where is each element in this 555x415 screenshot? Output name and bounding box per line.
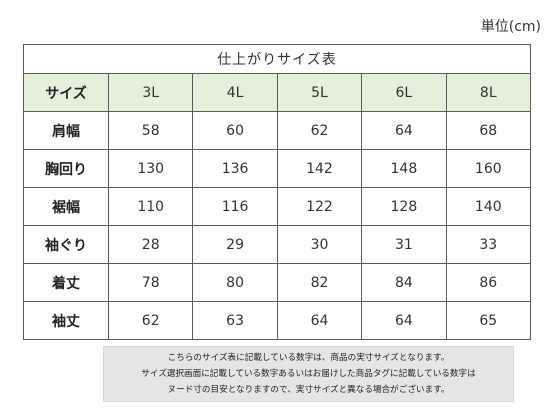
note-line: ヌード寸の目安となりますので、実寸サイズと異なる場合がございます。 bbox=[167, 385, 450, 395]
row-label: 着丈 bbox=[23, 263, 109, 302]
table-cell: 68 bbox=[445, 111, 531, 150]
row-label: 裾幅 bbox=[23, 187, 109, 226]
table-cell: 29 bbox=[192, 225, 278, 264]
row-label: 袖ぐり bbox=[23, 225, 109, 264]
table-title-row: 仕上がりサイズ表 bbox=[23, 44, 531, 74]
size-header-row: サイズ 3L 4L 5L 6L 8L bbox=[23, 73, 531, 112]
table-cell: 58 bbox=[107, 111, 194, 150]
size-table: 仕上がりサイズ表 サイズ 3L 4L 5L 6L 8L 肩幅 58 60 62 … bbox=[23, 44, 531, 340]
table-cell: 142 bbox=[276, 149, 363, 188]
table-cell: 136 bbox=[192, 149, 278, 188]
note-line: サイズ選択画面に記載している数字あるいはお届けした商品タグに記載している数字は bbox=[141, 369, 476, 379]
unit-label: 単位(cm) bbox=[480, 19, 541, 35]
table-cell: 62 bbox=[276, 111, 363, 150]
table-row: 袖ぐり 28 29 30 31 33 bbox=[23, 225, 531, 264]
table-cell: 31 bbox=[361, 225, 447, 264]
table-cell: 84 bbox=[361, 263, 447, 302]
table-cell: 122 bbox=[276, 187, 363, 226]
table-row: 着丈 78 80 82 84 86 bbox=[23, 263, 531, 302]
table-cell: 148 bbox=[361, 149, 447, 188]
table-cell: 140 bbox=[445, 187, 531, 226]
row-label: 袖丈 bbox=[23, 301, 109, 340]
table-cell: 64 bbox=[276, 301, 363, 340]
table-cell: 160 bbox=[445, 149, 531, 188]
table-row: 胸回り 130 136 142 148 160 bbox=[23, 149, 531, 188]
table-cell: 130 bbox=[107, 149, 194, 188]
note-box: こちらのサイズ表に記載している数字は、商品の実寸サイズとなります。 サイズ選択画… bbox=[103, 346, 514, 402]
table-cell: 28 bbox=[107, 225, 194, 264]
size-header-cell: 3L bbox=[107, 73, 194, 112]
table-cell: 64 bbox=[361, 111, 447, 150]
table-cell: 86 bbox=[445, 263, 531, 302]
row-label: 胸回り bbox=[23, 149, 109, 188]
table-cell: 65 bbox=[445, 301, 531, 340]
size-header-cell: 8L bbox=[445, 73, 531, 112]
table-cell: 78 bbox=[107, 263, 194, 302]
table-row: 裾幅 110 116 122 128 140 bbox=[23, 187, 531, 226]
table-cell: 63 bbox=[192, 301, 278, 340]
table-cell: 33 bbox=[445, 225, 531, 264]
row-label: 肩幅 bbox=[23, 111, 109, 150]
table-cell: 110 bbox=[107, 187, 194, 226]
table-row: 袖丈 62 63 64 64 65 bbox=[23, 301, 531, 340]
size-header-cell: 4L bbox=[192, 73, 278, 112]
table-row: 肩幅 58 60 62 64 68 bbox=[23, 111, 531, 150]
size-header-cell: 6L bbox=[361, 73, 447, 112]
table-title: 仕上がりサイズ表 bbox=[23, 44, 531, 74]
table-cell: 60 bbox=[192, 111, 278, 150]
table-cell: 62 bbox=[107, 301, 194, 340]
note-line: こちらのサイズ表に記載している数字は、商品の実寸サイズとなります。 bbox=[167, 353, 450, 363]
table-cell: 128 bbox=[361, 187, 447, 226]
table-cell: 30 bbox=[276, 225, 363, 264]
table-cell: 80 bbox=[192, 263, 278, 302]
size-header-label: サイズ bbox=[23, 73, 109, 112]
table-cell: 82 bbox=[276, 263, 363, 302]
size-header-cell: 5L bbox=[276, 73, 363, 112]
table-cell: 116 bbox=[192, 187, 278, 226]
table-cell: 64 bbox=[361, 301, 447, 340]
